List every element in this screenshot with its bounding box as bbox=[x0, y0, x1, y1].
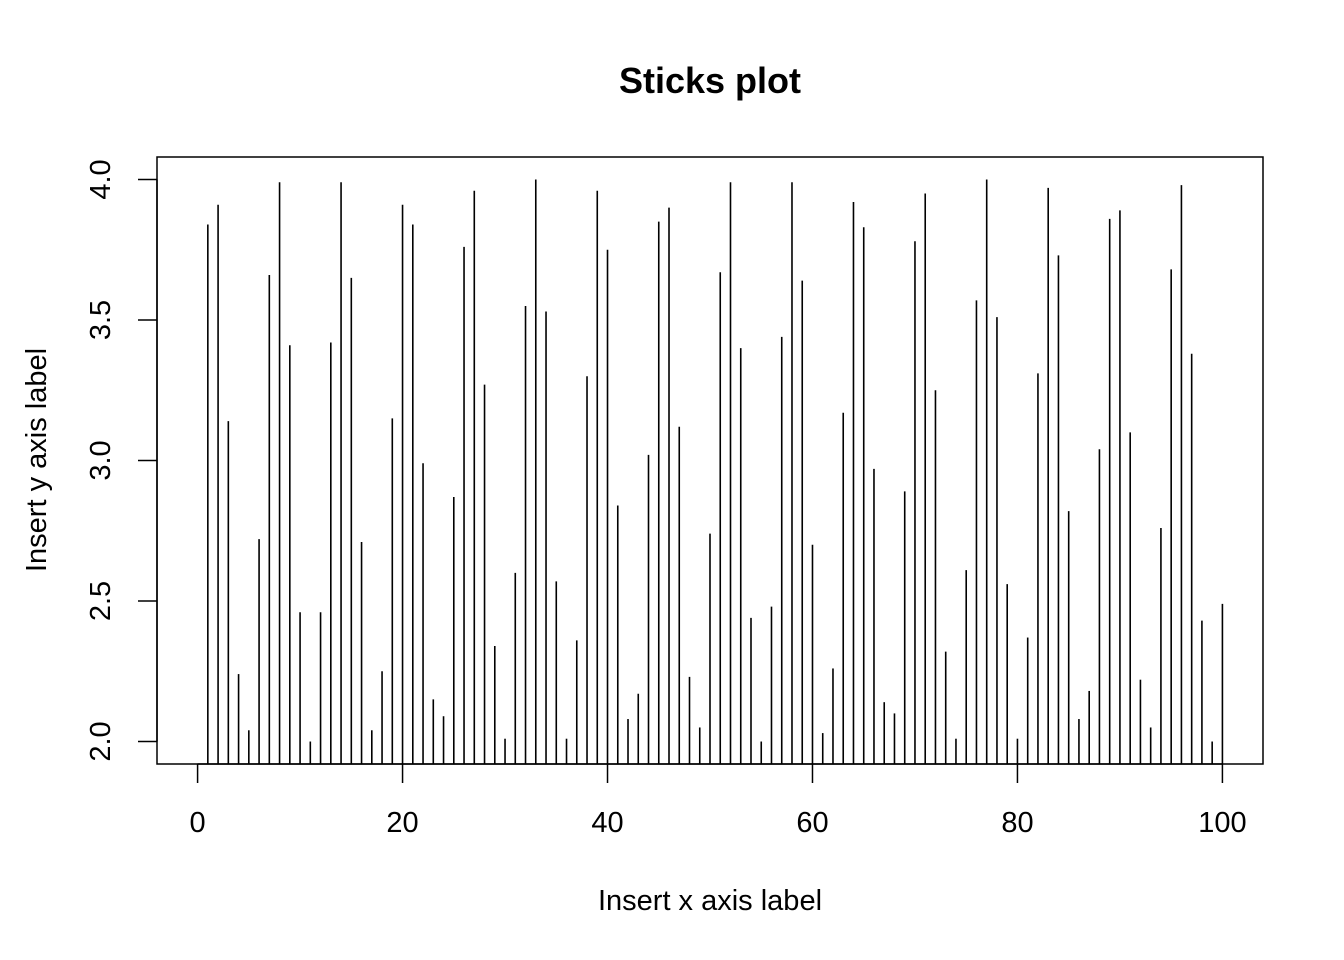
x-tick-label-20: 20 bbox=[386, 807, 418, 839]
x-tick-label-60: 60 bbox=[796, 807, 828, 839]
x-tick-label-40: 40 bbox=[591, 807, 623, 839]
y-tick-label-2.5: 2.5 bbox=[85, 581, 117, 621]
y-tick-label-3: 3.0 bbox=[85, 440, 117, 480]
y-tick-label-4: 4.0 bbox=[85, 159, 117, 199]
y-tick-label-3.5: 3.5 bbox=[85, 300, 117, 340]
chart-title: Sticks plot bbox=[619, 60, 801, 101]
y-tick-label-2: 2.0 bbox=[85, 721, 117, 761]
x-axis: 0 20 40 60 80 100 bbox=[190, 763, 1247, 839]
x-axis-label: Insert x axis label bbox=[598, 885, 822, 917]
sticks-series bbox=[207, 179, 1224, 764]
y-axis-label: Insert y axis label bbox=[21, 348, 53, 572]
x-tick-label-80: 80 bbox=[1001, 807, 1033, 839]
x-tick-label-0: 0 bbox=[190, 807, 206, 839]
y-axis: 2.0 2.5 3.0 3.5 4.0 bbox=[85, 159, 158, 762]
x-tick-label-100: 100 bbox=[1198, 807, 1246, 839]
